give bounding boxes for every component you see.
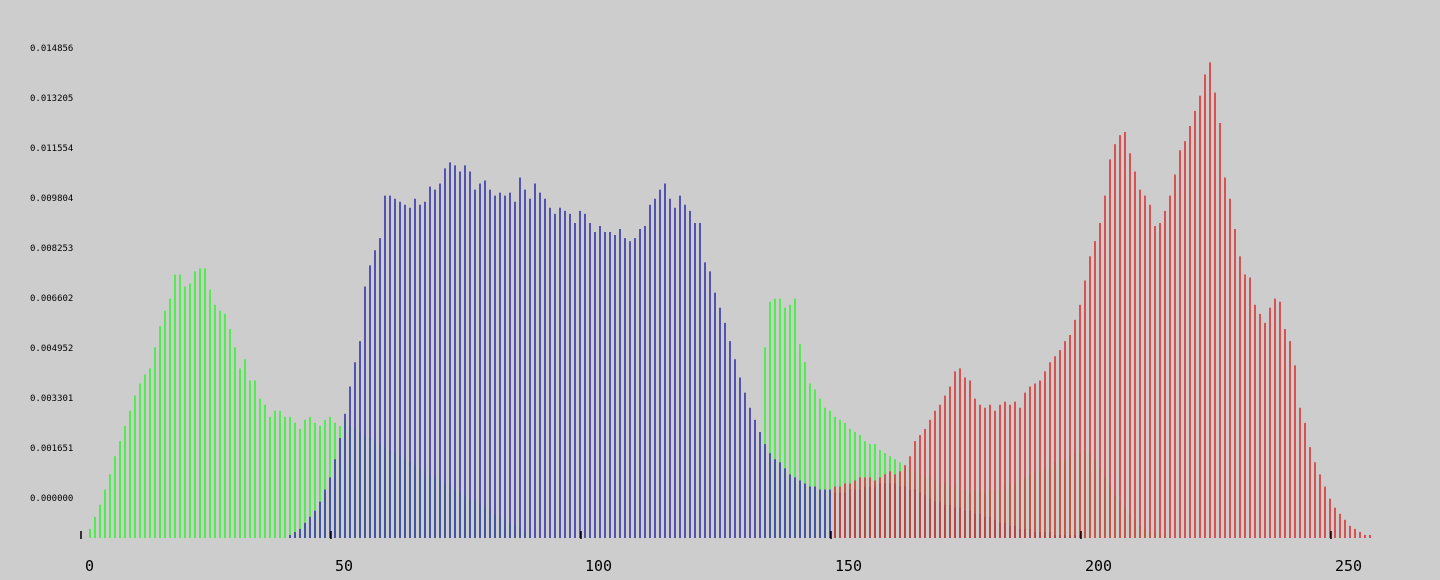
y-tick-label: 0.003301 bbox=[30, 394, 73, 404]
x-tick-label: 250 bbox=[1335, 557, 1362, 575]
x-tick-label: 200 bbox=[1085, 557, 1112, 575]
x-tick-label: 150 bbox=[835, 557, 862, 575]
y-tick-label: 0.000000 bbox=[30, 494, 73, 504]
y-tick-label: 0.006602 bbox=[30, 294, 73, 304]
y-axis-labels: 0.000000 0.001651 0.003301 0.004952 0.006602… bbox=[30, 44, 73, 504]
x-tick-label: 0 bbox=[85, 557, 94, 575]
y-tick-label: 0.008253 bbox=[30, 244, 73, 254]
y-tick-label: 0.001651 bbox=[30, 444, 73, 454]
y-tick-label: 0.009804 bbox=[30, 194, 73, 204]
y-tick-label: 0.011554 bbox=[30, 144, 73, 154]
x-tick-label: 100 bbox=[585, 557, 612, 575]
y-tick-label: 0.004952 bbox=[30, 344, 73, 354]
x-axis-labels: 0 50 100 150 200 250 bbox=[80, 531, 1362, 575]
histogram-bars bbox=[89, 62, 1371, 538]
y-tick-label: 0.013205 bbox=[30, 94, 73, 104]
y-tick-label: 0.014856 bbox=[30, 44, 73, 54]
x-tick-label: 50 bbox=[335, 557, 353, 575]
